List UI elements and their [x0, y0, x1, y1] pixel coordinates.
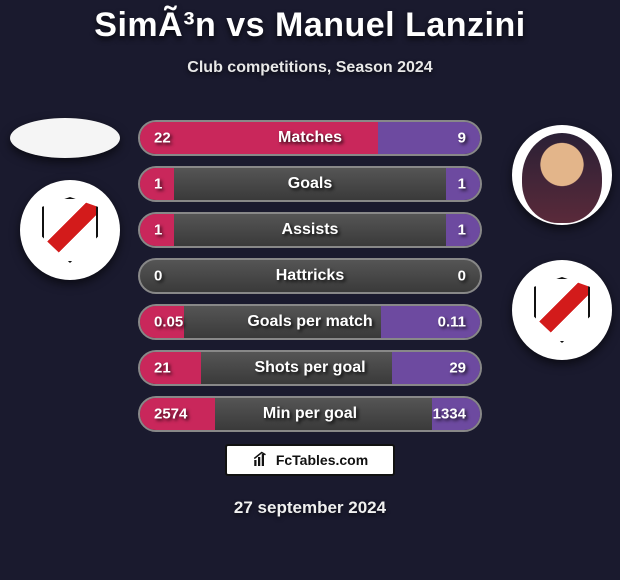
stat-row: 229Matches: [138, 120, 482, 156]
footer-attribution: FcTables.com: [225, 444, 395, 476]
stat-label: Goals: [140, 175, 480, 193]
stat-row: 0.050.11Goals per match: [138, 304, 482, 340]
avatar-left: [10, 118, 120, 158]
footer-label: FcTables.com: [276, 452, 368, 468]
stat-row: 11Assists: [138, 212, 482, 248]
stat-label: Hattricks: [140, 267, 480, 285]
avatar-right: [512, 125, 612, 225]
stat-label: Assists: [140, 221, 480, 239]
stat-row: 11Goals: [138, 166, 482, 202]
stats-container: 229Matches 11Goals 11Assists 00Hattricks 0.0…: [138, 120, 482, 442]
club-badge-right: [512, 260, 612, 360]
stat-label: Matches: [140, 129, 480, 147]
stat-label: Shots per goal: [140, 359, 480, 377]
stat-row: 2129Shots per goal: [138, 350, 482, 386]
club-badge-left: [20, 180, 120, 280]
stat-row: 00Hattricks: [138, 258, 482, 294]
subtitle: Club competitions, Season 2024: [0, 59, 620, 77]
stat-label: Min per goal: [140, 405, 480, 423]
date-text: 27 september 2024: [0, 498, 620, 518]
stat-row: 25741334Min per goal: [138, 396, 482, 432]
stat-label: Goals per match: [140, 313, 480, 331]
page-title: SimÃ³n vs Manuel Lanzini: [0, 0, 620, 45]
chart-icon: [252, 451, 270, 469]
